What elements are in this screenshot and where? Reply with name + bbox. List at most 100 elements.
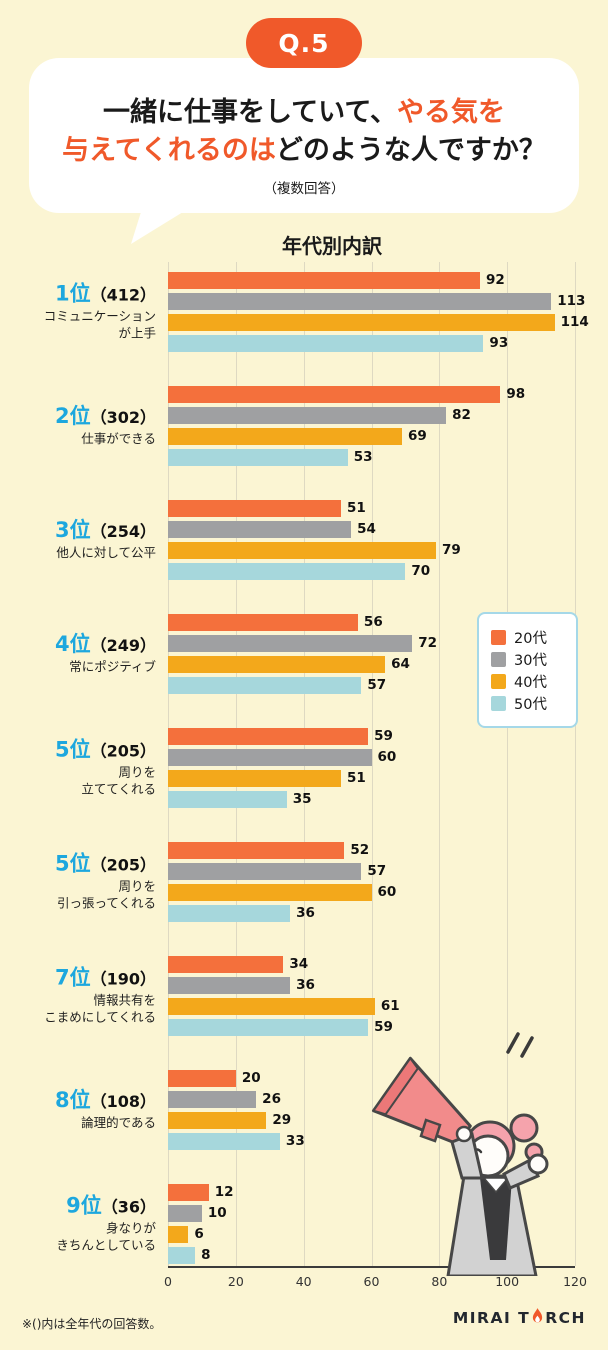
bar-value: 52 [350,841,370,858]
title-part-black-2: どのような人ですか？ [275,135,546,167]
bar-group: 8位（108） 論理的である 20 26 29 33 [55,1068,575,1152]
bar-row: 57 [168,863,575,880]
category-label: コミュニケーション [43,308,156,324]
bar-row: 79 [168,542,575,559]
bar-40代 [168,542,436,559]
group-label: 5位（205） 周りを 引っ張ってくれる [4,852,156,913]
bar-row: 59 [168,1019,575,1036]
bar-row: 26 [168,1091,575,1108]
bar-row: 33 [168,1133,575,1150]
bar-value: 64 [391,655,410,672]
bar-group: 5位（205） 周りを 立ててくれる 59 60 51 35 [55,726,575,810]
rank-line: 1位（412） [4,282,156,306]
bar-40代 [168,314,555,331]
group-label: 9位（36） 身なりが きちんとしている [4,1194,156,1255]
x-axis-tick: 120 [563,1274,587,1289]
bar-row: 61 [168,998,575,1015]
bar-groups: 1位（412） コミュニケーション が上手 92 113 114 93 2位（302） 仕事がで… [44,262,589,1266]
bar-group: 3位（254） 他人に対して公平 51 54 79 70 [55,498,575,582]
grid-line [371,262,373,1266]
bar-value: 29 [272,1111,292,1128]
bar-row: 34 [168,956,575,973]
bar-row: 12 [168,1184,575,1201]
group-label: 3位（254） 他人に対して公平 [4,518,156,562]
group-label: 2位（302） 仕事ができる [4,404,156,448]
bar-value: 69 [408,427,427,444]
category-label: 他人に対して公平 [56,545,156,561]
bar-30代 [168,407,447,424]
bar-50代 [168,335,484,352]
bar-20代 [168,1070,236,1087]
ponytail [509,1113,539,1143]
x-axis-tick: 40 [295,1274,312,1289]
grid-line [575,262,576,1266]
category-label: 立ててくれる [81,781,156,797]
rank-line: 2位（302） [4,404,156,428]
bar-row: 29 [168,1112,575,1129]
legend-item: 50代 [491,694,568,713]
bar-row: 98 [168,386,575,403]
legend-swatch [491,673,506,689]
bar-value: 35 [292,790,312,807]
bar-value: 20 [241,1069,261,1086]
rank-label: 7位 [54,965,91,990]
bar-value: 70 [411,562,431,579]
bar-group: 1位（412） コミュニケーション が上手 92 113 114 93 [44,270,589,354]
legend-item: 30代 [491,650,568,669]
rank-label: 3位 [54,517,91,542]
megaphone-woman-illustration [371,1032,549,1276]
group-label: 8位（108） 論理的である [4,1088,156,1132]
category-label: 情報共有を [93,992,156,1008]
title-part-black-1: 一緒に仕事をしていて、 [102,97,398,128]
bar-40代 [168,1226,189,1243]
x-axis-tick: 100 [495,1274,520,1289]
bar-30代 [168,635,413,652]
bar-20代 [168,386,501,403]
x-axis-tick: 0 [164,1274,172,1289]
megaphone-handle [419,1118,442,1143]
bar-value: 33 [285,1132,305,1149]
bar-group: 2位（302） 仕事ができる 98 82 69 53 [55,384,575,468]
bar-chart: 1位（412） コミュニケーション が上手 92 113 114 93 2位（302） 仕事がで… [44,262,589,1302]
bar-value: 114 [560,313,589,330]
bar-value: 54 [357,520,376,537]
bar-30代 [168,1091,257,1108]
logo-text-left: MIRAI T [452,1308,531,1327]
question-badge: Q.5 [246,18,362,68]
bar-row: 82 [168,407,575,424]
x-axis-tick: 20 [227,1274,244,1289]
bar-50代 [168,449,348,466]
bar-value: 10 [207,1204,227,1221]
bar-row: 64 [168,656,575,673]
bar-value: 92 [486,271,505,288]
bar-value: 72 [418,634,437,651]
bar-value: 53 [353,448,373,465]
category-label: が上手 [118,325,156,341]
legend-swatch [491,629,506,645]
bar-50代 [168,905,291,922]
bar-row: 36 [168,977,575,994]
bar-value: 26 [262,1090,281,1107]
title-part-orange-2: 与えてくれるのは [62,135,276,167]
bar-value: 60 [377,883,397,900]
megaphone-bell [371,1056,420,1116]
rank-label: 1位 [54,281,91,306]
legend-swatch [491,651,506,667]
logo-text-right: RCH [545,1308,586,1327]
count-label: （254） [90,521,156,541]
bar-20代 [168,614,358,631]
grid-line [507,262,509,1266]
vest [480,1178,512,1260]
bar-30代 [168,749,372,766]
bar-row: 69 [168,428,575,445]
bar-value: 8 [201,1246,211,1263]
collar [482,1177,510,1194]
group-label: 1位（412） コミュニケーション が上手 [4,282,156,343]
bar-value: 51 [346,769,366,786]
bar-value: 34 [289,955,309,972]
bar-row: 52 [168,842,575,859]
legend-swatch [491,695,506,711]
plot-area: 1位（412） コミュニケーション が上手 92 113 114 93 2位（302） 仕事がで… [44,262,589,1266]
chart-title: 年代別内訳 [282,234,382,258]
bar-group: 5位（205） 周りを 引っ張ってくれる 52 57 60 36 [55,840,575,924]
